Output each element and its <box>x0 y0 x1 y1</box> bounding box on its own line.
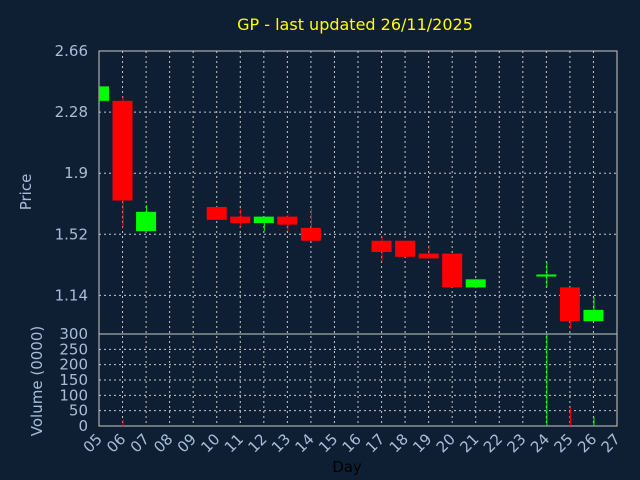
volume-tick-label: 100 <box>59 386 88 404</box>
x-tick-label: 24 <box>527 430 553 456</box>
x-tick-label: 21 <box>456 430 482 456</box>
candle-body <box>418 253 439 259</box>
x-tick-label: 16 <box>339 430 365 456</box>
candle-body <box>206 206 227 220</box>
candle-body <box>112 100 133 201</box>
candle-body <box>300 227 321 241</box>
candle-body <box>230 216 251 224</box>
volume-axis-label: Volume (0000) <box>28 326 46 436</box>
price-tick-label: 2.28 <box>55 103 88 121</box>
x-tick-label: 13 <box>268 430 294 456</box>
x-tick-label: 06 <box>103 430 129 456</box>
candle-body <box>99 86 109 101</box>
x-tick-label: 09 <box>174 430 200 456</box>
volume-bars <box>122 334 595 426</box>
x-tick-label: 14 <box>292 430 318 456</box>
x-tick-label: 23 <box>503 430 529 456</box>
volume-tick-label: 250 <box>59 340 88 358</box>
volume-tick-label: 200 <box>59 356 88 374</box>
candle-body <box>536 274 557 277</box>
volume-tick-label: 150 <box>59 371 88 389</box>
x-tick-label: 08 <box>150 430 176 456</box>
candle-body <box>559 287 580 322</box>
x-tick-label: 20 <box>433 430 459 456</box>
candle-body <box>277 216 298 225</box>
candle-body <box>395 240 416 257</box>
volume-tick-label: 50 <box>69 402 88 420</box>
x-tick-label: 15 <box>315 430 341 456</box>
price-axis-label: Price <box>17 174 35 211</box>
x-tick-label: 26 <box>574 430 600 456</box>
candle-body <box>371 240 392 252</box>
x-tick-label: 07 <box>127 430 153 456</box>
price-tick-label: 1.52 <box>55 225 88 243</box>
volume-tick-label: 300 <box>59 325 88 343</box>
price-tick-label: 1.9 <box>64 164 88 182</box>
x-axis-label: Day <box>332 458 362 476</box>
x-tick-label: 19 <box>409 430 435 456</box>
chart-title: GP - last updated 26/11/2025 <box>237 15 473 34</box>
grid-lines <box>99 51 617 426</box>
price-tick-label: 2.66 <box>55 42 88 60</box>
candles <box>99 86 604 330</box>
candle-body <box>583 309 604 322</box>
volume-tick-label: 0 <box>78 417 88 435</box>
candle-body <box>442 253 463 288</box>
x-tick-label: 12 <box>244 430 270 456</box>
x-tick-label: 11 <box>221 430 247 456</box>
candle-body <box>136 211 157 232</box>
x-tick-label: 27 <box>598 430 624 456</box>
x-tick-label: 25 <box>551 430 577 456</box>
candle-body <box>253 216 274 224</box>
x-tick-label: 17 <box>362 430 388 456</box>
x-tick-label: 22 <box>480 430 506 456</box>
price-tick-label: 1.14 <box>55 286 88 304</box>
x-tick-label: 18 <box>386 430 412 456</box>
x-tick-label: 10 <box>197 430 223 456</box>
candle-body <box>465 279 486 288</box>
